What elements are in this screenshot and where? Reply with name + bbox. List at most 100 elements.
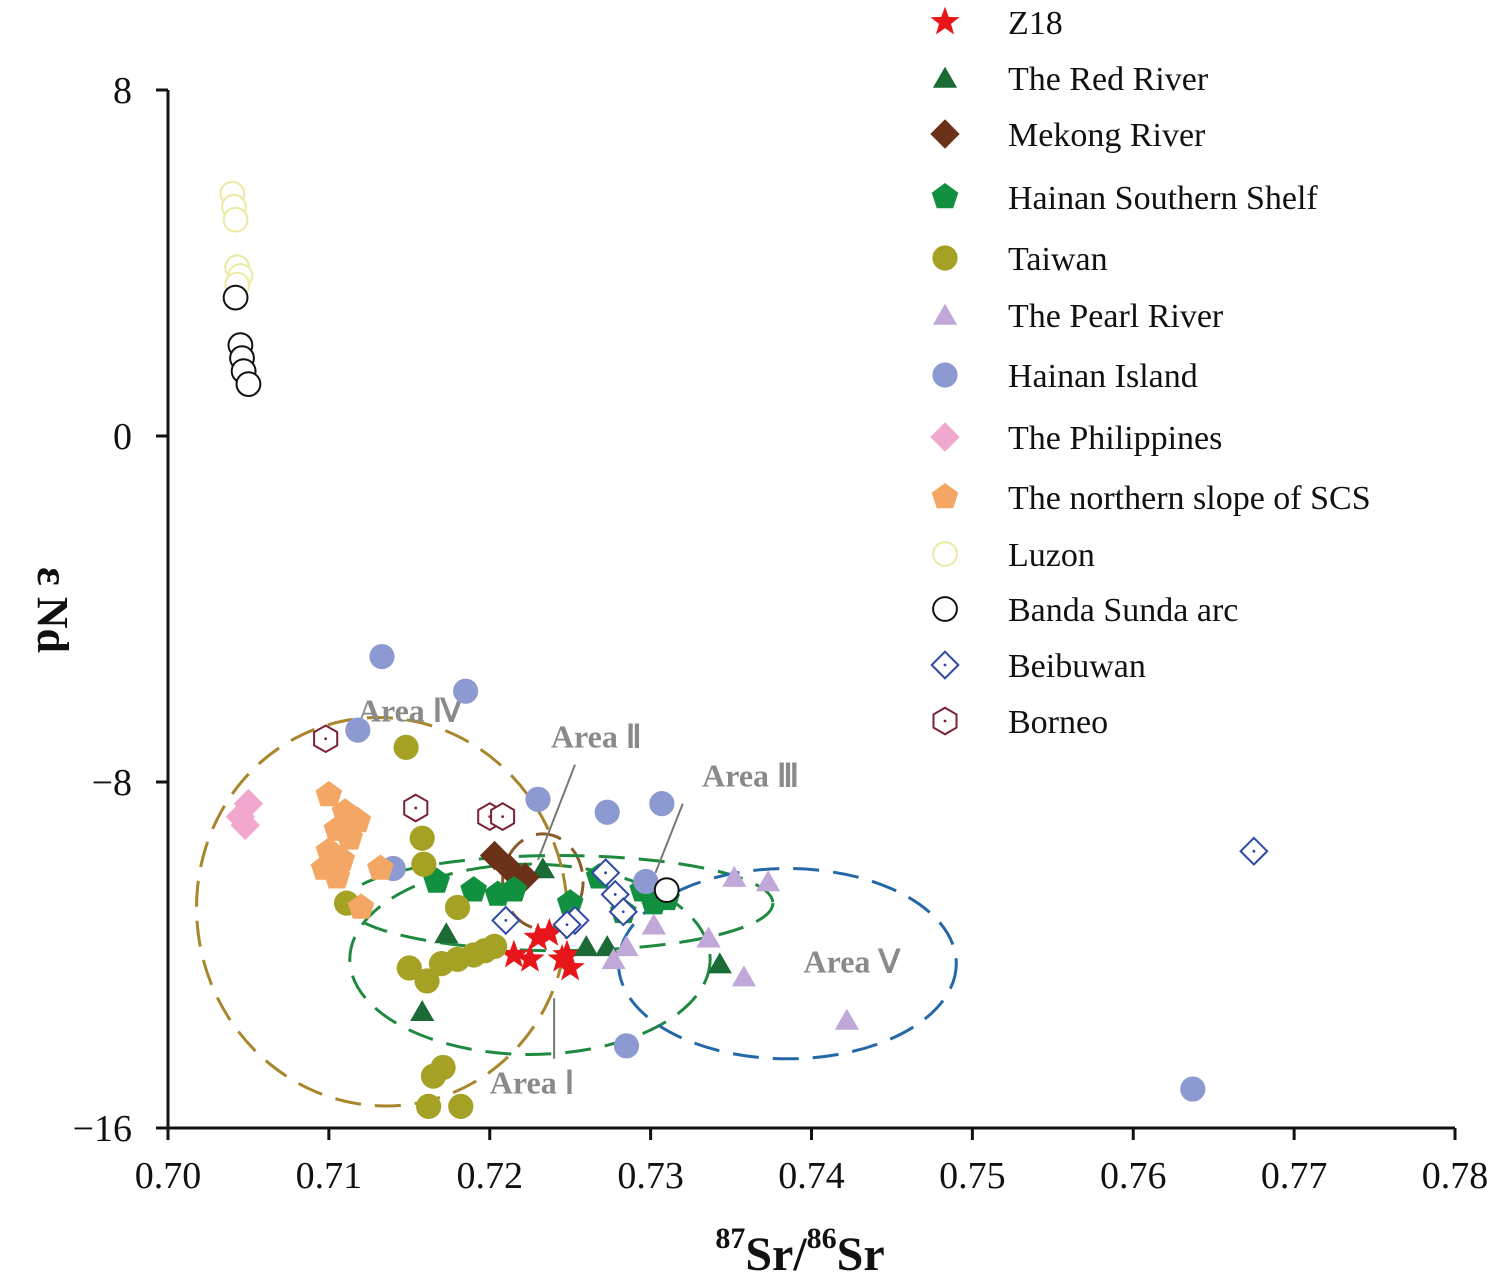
data-point-taiwan: [411, 851, 437, 877]
series-hainan-island: [345, 643, 1206, 1102]
series-beibuwan: [491, 836, 1269, 940]
legend-item-hainan-island: Hainan Island: [932, 358, 1198, 395]
data-point-beibuwan: [491, 905, 521, 936]
legend-marker-the-red-river: [932, 66, 958, 88]
legend-label: Luzon: [1008, 537, 1095, 574]
legend-item-the-red-river: The Red River: [932, 61, 1209, 98]
series-banda-sunda-arc: [222, 284, 680, 904]
data-point-the-northern-slope-of-scs: [315, 781, 343, 807]
data-point-the-red-river: [530, 857, 555, 879]
legend-label: The northern slope of SCS: [1008, 480, 1371, 517]
area-label: Area Ⅱ: [551, 718, 642, 754]
data-point-luzon: [222, 206, 249, 233]
x-axis-title-element1: Sr: [745, 1228, 793, 1281]
data-point-the-pearl-river: [696, 926, 721, 948]
legend-marker-hainan-southern-shelf: [931, 183, 959, 209]
data-point-borneo: [490, 802, 516, 832]
area-label: Area Ⅳ: [358, 692, 464, 728]
data-point-the-red-river: [707, 952, 732, 974]
x-axis-title-mass1: 87: [715, 1222, 745, 1255]
series-z18: [499, 918, 585, 981]
ticks: 0.70 0.71 0.72 0.73 0.74 0.75 0.76 0.77 0.78 8 0 −8…: [73, 70, 1489, 1197]
data-point-hainan-island: [345, 717, 371, 743]
x-tick-label: 0.74: [778, 1155, 845, 1197]
legend-label: Hainan Southern Shelf: [1008, 180, 1318, 217]
legend-marker-hainan-island: [932, 362, 958, 388]
data-point-beibuwan: [608, 897, 639, 927]
legend-marker-the-pearl-river: [932, 303, 958, 325]
area-area-2: Area Ⅱ: [501, 718, 642, 931]
data-point-hainan-island: [525, 786, 551, 812]
data-point-hainan-southern-shelf: [500, 876, 528, 902]
legend-label: Taiwan: [1008, 241, 1108, 278]
data-point-the-northern-slope-of-scs: [367, 854, 394, 880]
x-tick-label: 0.78: [1422, 1155, 1489, 1197]
area-ellipse: [348, 862, 712, 1056]
data-point-the-pearl-river: [722, 865, 747, 887]
y-tick-label: −16: [73, 1108, 132, 1150]
area-ellipse: [501, 832, 585, 931]
legend-label: The Pearl River: [1008, 298, 1224, 335]
legend-item-the-philippines: The Philippines: [930, 420, 1222, 457]
x-axis-title-slash: /: [792, 1228, 807, 1281]
y-tick-label: −8: [92, 762, 132, 804]
data-point-the-red-river: [574, 935, 599, 957]
data-point-taiwan: [393, 734, 419, 761]
data-point-taiwan: [448, 1093, 474, 1119]
series-borneo: [313, 724, 516, 832]
legend-item-the-pearl-river: The Pearl River: [932, 298, 1224, 335]
data-point-taiwan: [481, 933, 508, 959]
x-tick-label: 0.77: [1261, 1155, 1328, 1197]
data-point-z18: [515, 943, 545, 972]
data-point-hainan-island: [453, 678, 479, 704]
legend-item-beibuwan: Beibuwan: [930, 648, 1146, 685]
y-axis-title: ε Nd: [28, 567, 77, 653]
data-point-beibuwan: [1239, 836, 1269, 866]
legend-item-the-northern-slope-of-scs: The northern slope of SCS: [931, 480, 1371, 517]
y-tick-label: 0: [113, 416, 132, 458]
series-taiwan: [333, 734, 508, 1119]
legend-item-mekong-river: Mekong River: [930, 117, 1206, 154]
data-point-the-red-river: [410, 1000, 435, 1021]
area-label: Area Ⅰ: [490, 1064, 574, 1100]
data-point-taiwan: [444, 894, 471, 921]
legend-marker-luzon: [932, 541, 958, 567]
data-point-taiwan: [430, 1054, 456, 1081]
data-point-the-pearl-river: [731, 965, 757, 987]
legend-label: Beibuwan: [1008, 648, 1146, 685]
data-point-the-northern-slope-of-scs: [336, 824, 364, 850]
legend-label: Borneo: [1008, 704, 1108, 741]
x-axis-title: 87Sr/86Sr: [715, 1222, 884, 1281]
legend-marker-the-philippines: [930, 422, 960, 452]
series-luzon: [219, 180, 254, 298]
legend-marker-taiwan: [932, 245, 958, 271]
data-point-beibuwan: [552, 909, 582, 940]
x-tick-label: 0.75: [939, 1155, 1006, 1197]
legend-marker-z18: [930, 6, 960, 35]
data-point-the-pearl-river: [601, 948, 626, 970]
legend-marker-the-northern-slope-of-scs: [931, 483, 959, 509]
data-point-z18: [555, 952, 585, 981]
data-point-z18: [499, 939, 529, 968]
data-point-z18: [552, 939, 582, 968]
data-point-the-pearl-river: [614, 935, 639, 957]
series-the-northern-slope-of-scs: [310, 781, 394, 919]
legend-label: The Red River: [1008, 61, 1209, 98]
x-tick-label: 0.70: [135, 1155, 202, 1197]
legend-item-luzon: Luzon: [932, 537, 1095, 574]
legend-marker-beibuwan: [930, 650, 960, 680]
area-label: Area Ⅴ: [803, 943, 901, 979]
legend-item-hainan-southern-shelf: Hainan Southern Shelf: [931, 180, 1318, 217]
x-axis-title-mass2: 86: [807, 1222, 837, 1255]
data-point-mekong-river: [510, 862, 540, 892]
x-tick-label: 0.71: [296, 1155, 363, 1197]
data-point-hainan-island: [633, 868, 659, 895]
area-ellipses: Area Ⅰ Area Ⅱ Area Ⅲ Area Ⅳ Area Ⅴ: [195, 692, 958, 1108]
data-points: [219, 180, 1269, 1119]
series-mekong-river: [479, 840, 540, 892]
x-tick-label: 0.76: [1100, 1155, 1167, 1197]
data-point-banda-sunda-arc: [235, 371, 262, 398]
data-point-the-pearl-river: [834, 1008, 859, 1030]
data-point-the-northern-slope-of-scs: [347, 893, 375, 919]
